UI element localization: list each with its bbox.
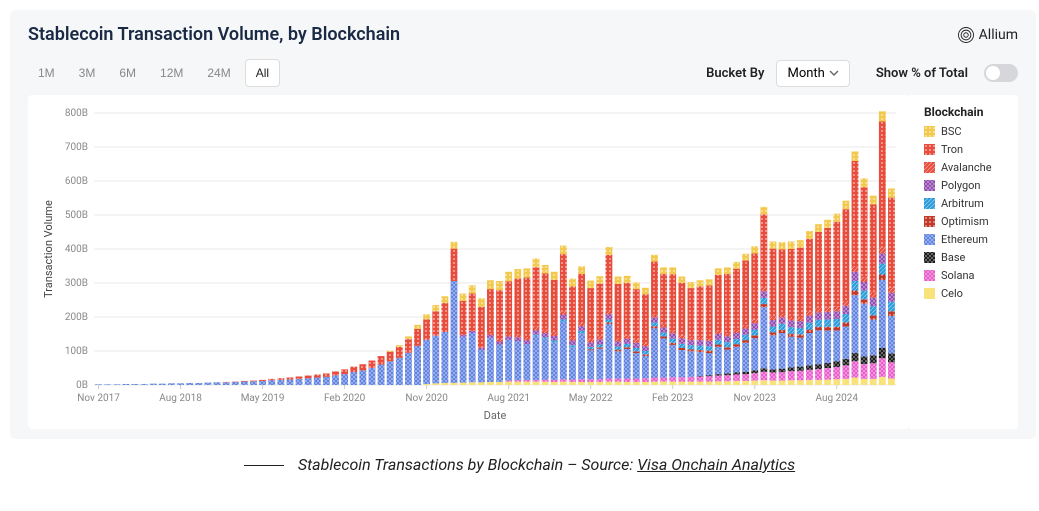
svg-text:500B: 500B: [65, 210, 88, 221]
show-pct-toggle[interactable]: [984, 64, 1018, 82]
svg-text:Feb 2023: Feb 2023: [652, 393, 693, 404]
svg-text:600B: 600B: [65, 176, 88, 187]
range-button-all[interactable]: All: [245, 59, 280, 87]
svg-text:May 2019: May 2019: [241, 393, 285, 404]
brand-icon: [957, 26, 975, 44]
legend-item-ethereum[interactable]: Ethereum: [924, 233, 1018, 246]
legend-label: Arbitrum: [941, 197, 984, 210]
bucket-select[interactable]: Month: [776, 60, 849, 87]
svg-text:700B: 700B: [65, 142, 88, 153]
legend-label: Optimism: [941, 215, 989, 228]
chart-card: Stablecoin Transaction Volume, by Blockc…: [10, 10, 1036, 439]
range-button-12m[interactable]: 12M: [150, 59, 193, 87]
svg-text:Aug 2021: Aug 2021: [487, 393, 530, 404]
show-pct-label: Show % of Total: [876, 66, 968, 81]
svg-text:300B: 300B: [65, 278, 88, 289]
svg-text:Nov 2023: Nov 2023: [733, 393, 776, 404]
legend-item-celo[interactable]: Celo: [924, 287, 1018, 300]
legend-item-avalanche[interactable]: Avalanche: [924, 161, 1018, 174]
svg-text:0B: 0B: [76, 380, 88, 391]
svg-text:Aug 2018: Aug 2018: [159, 393, 202, 404]
svg-text:Aug 2024: Aug 2024: [815, 393, 858, 404]
range-button-1m[interactable]: 1M: [28, 59, 65, 87]
legend-item-tron[interactable]: Tron: [924, 143, 1018, 156]
svg-text:May 2022: May 2022: [569, 393, 613, 404]
range-button-24m[interactable]: 24M: [197, 59, 240, 87]
svg-text:Nov 2017: Nov 2017: [77, 393, 120, 404]
range-button-3m[interactable]: 3M: [69, 59, 106, 87]
chart-area: 0B 100B 200B 300B 400B 500B 600B 700B 800B Transa…: [28, 95, 910, 429]
svg-text:100B: 100B: [65, 346, 88, 357]
brand-label: Allium: [979, 27, 1018, 43]
legend-title: Blockchain: [924, 105, 1018, 119]
caption-rule: [244, 465, 284, 466]
controls: 1M3M6M12M24MAll Bucket By Month Show % o…: [28, 59, 1018, 87]
legend-label: Celo: [941, 287, 963, 300]
range-button-6m[interactable]: 6M: [109, 59, 146, 87]
chevron-down-icon: [829, 68, 839, 78]
header: Stablecoin Transaction Volume, by Blockc…: [28, 24, 1018, 45]
legend-label: BSC: [941, 125, 962, 138]
caption-source-link[interactable]: Visa Onchain Analytics: [637, 455, 795, 474]
svg-text:Transaction Volume: Transaction Volume: [42, 200, 55, 298]
svg-text:Date: Date: [484, 409, 507, 422]
legend-item-solana[interactable]: Solana: [924, 269, 1018, 282]
svg-text:400B: 400B: [65, 244, 88, 255]
legend-label: Avalanche: [941, 161, 992, 174]
legend-item-base[interactable]: Base: [924, 251, 1018, 264]
brand-badge: Allium: [957, 26, 1018, 44]
svg-text:Nov 2020: Nov 2020: [405, 393, 448, 404]
bucket-value: Month: [787, 66, 824, 81]
caption: Stablecoin Transactions by Blockchain – …: [10, 455, 1029, 474]
legend-item-arbitrum[interactable]: Arbitrum: [924, 197, 1018, 210]
legend-item-optimism[interactable]: Optimism: [924, 215, 1018, 228]
legend-label: Ethereum: [941, 233, 988, 246]
legend-item-bsc[interactable]: BSC: [924, 125, 1018, 138]
caption-text: Stablecoin Transactions by Blockchain – …: [298, 455, 637, 474]
chart-wrap: 0B 100B 200B 300B 400B 500B 600B 700B 800B Transa…: [28, 95, 1018, 429]
chart-title: Stablecoin Transaction Volume, by Blockc…: [28, 24, 400, 45]
legend-label: Solana: [941, 269, 975, 282]
legend-label: Base: [941, 251, 965, 264]
svg-text:Feb 2020: Feb 2020: [324, 393, 366, 404]
bucket-by-label: Bucket By: [706, 66, 764, 81]
legend: Blockchain BSC Tron Avalanche Polygon Arbitr…: [910, 95, 1018, 429]
legend-label: Polygon: [941, 179, 980, 192]
chart-svg: 0B 100B 200B 300B 400B 500B 600B 700B 800B Transa…: [36, 105, 906, 425]
range-button-group: 1M3M6M12M24MAll: [28, 59, 280, 87]
legend-label: Tron: [941, 143, 963, 156]
svg-text:800B: 800B: [65, 108, 88, 119]
legend-item-polygon[interactable]: Polygon: [924, 179, 1018, 192]
svg-text:200B: 200B: [65, 312, 88, 323]
